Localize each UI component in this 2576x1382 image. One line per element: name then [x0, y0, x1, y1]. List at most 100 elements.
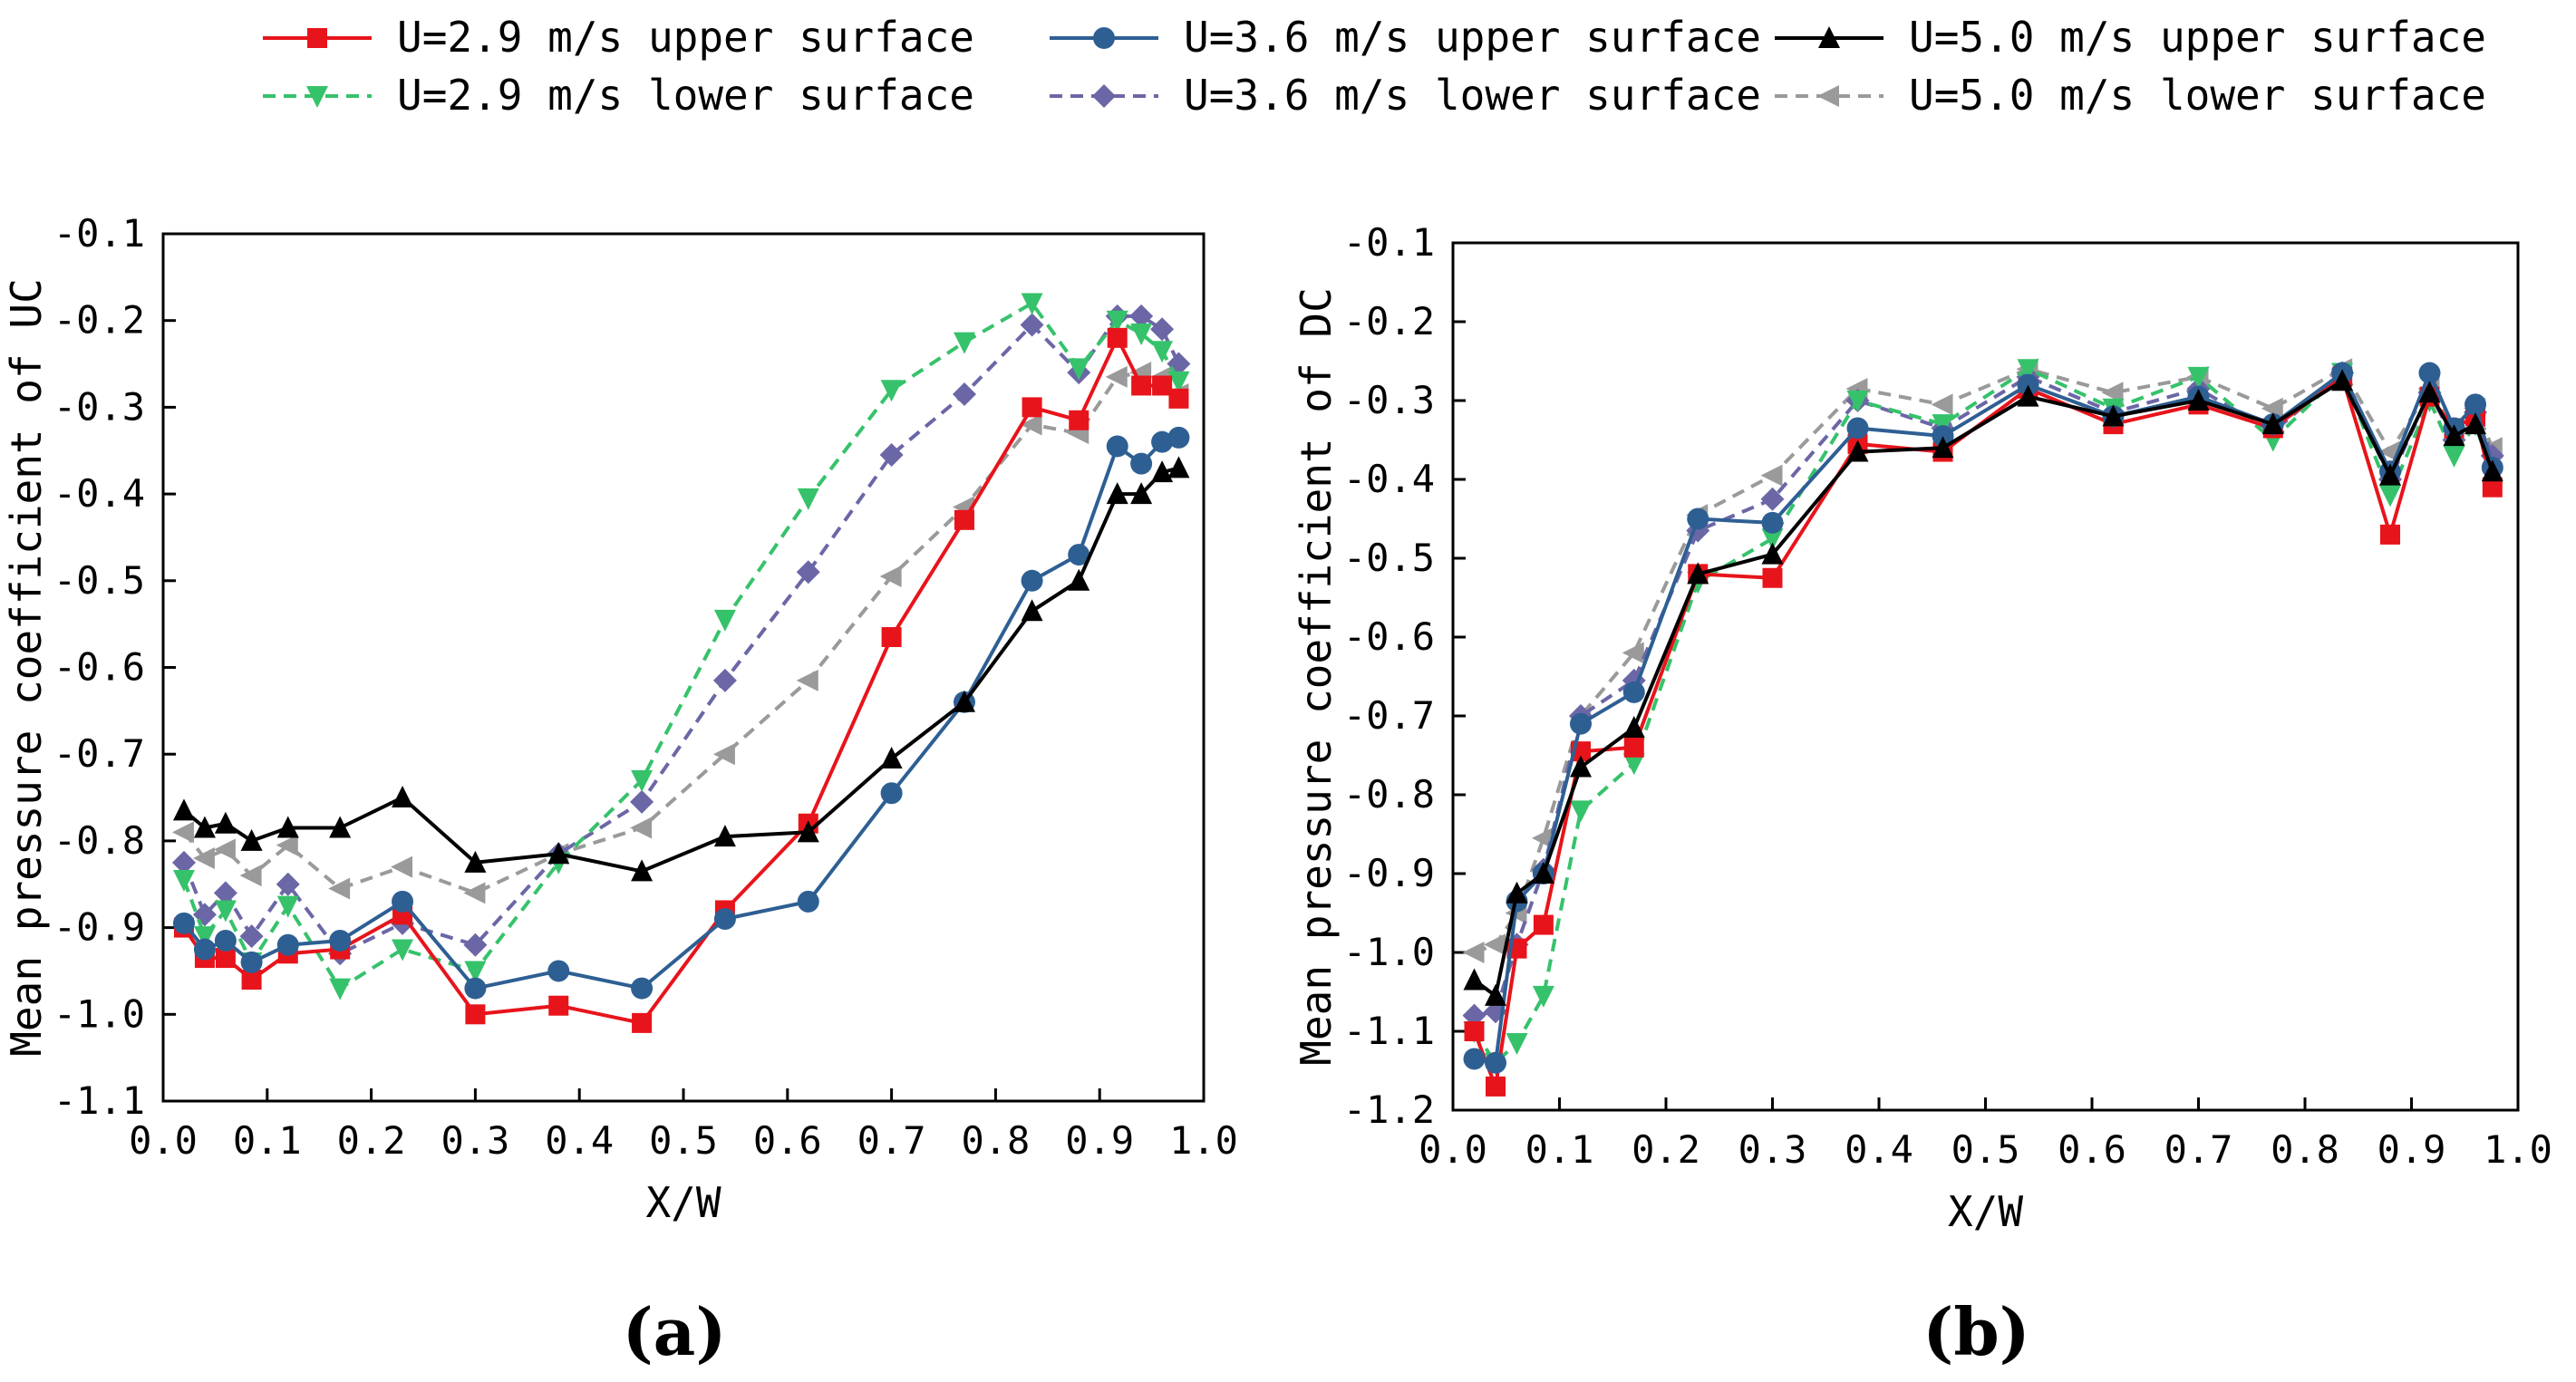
data-point	[1846, 440, 1869, 462]
data-point	[213, 838, 236, 861]
data-point	[630, 789, 654, 814]
data-point	[713, 609, 736, 632]
series	[1462, 358, 2503, 963]
data-point	[392, 890, 414, 913]
y-tick-label: -0.7	[1343, 693, 1435, 738]
data-point	[1762, 567, 1783, 588]
series-line	[1473, 379, 2494, 998]
data-point	[464, 850, 487, 873]
legend-marker	[1092, 84, 1116, 108]
y-tick-label: -1.1	[1343, 1009, 1435, 1053]
y-tick-label: -0.5	[53, 558, 145, 603]
x-tick-label: 0.0	[129, 1118, 198, 1163]
data-point	[713, 825, 736, 847]
data-point	[329, 929, 352, 952]
data-point	[213, 881, 237, 905]
x-tick-label: 0.3	[1738, 1127, 1807, 1172]
data-point	[1622, 642, 1644, 664]
y-tick-label: -0.8	[53, 818, 145, 863]
x-tick-label: 0.6	[2058, 1127, 2126, 1172]
data-point	[879, 565, 902, 588]
x-tick-label: 1.0	[1169, 1118, 1238, 1163]
data-point	[2017, 384, 2039, 407]
data-point	[1570, 755, 1592, 778]
data-point	[2261, 412, 2284, 435]
series	[173, 327, 1189, 1033]
data-point	[1106, 482, 1128, 505]
legend-label: U=5.0 m/s lower surface	[1909, 71, 2486, 120]
legend-marker	[307, 28, 327, 48]
y-tick-label: -0.3	[53, 384, 145, 429]
data-point	[1150, 317, 1175, 342]
legend-item: U=3.6 m/s upper surface	[1050, 13, 1761, 62]
data-point	[1105, 365, 1128, 388]
data-point	[2379, 485, 2401, 507]
data-point	[2380, 524, 2400, 545]
series	[171, 362, 1189, 904]
panel-label: (b)	[1922, 1293, 2029, 1370]
data-point	[1068, 568, 1090, 591]
data-point	[276, 895, 299, 918]
data-point	[2017, 373, 2039, 396]
data-point	[1151, 341, 1174, 363]
data-point	[1687, 562, 1709, 585]
data-point	[954, 509, 974, 530]
chart-panel-b: 0.0 0.1 0.2 0.3 0.4 0.5 0.6 0.7 0.8 0.9 1.0 -0.1 -0.…	[1292, 220, 2552, 1370]
x-tick-label: 0.9	[2377, 1127, 2446, 1172]
x-tick-label: 0.6	[753, 1118, 822, 1163]
data-point	[879, 443, 904, 468]
y-tick-label: -1.2	[1343, 1087, 1435, 1132]
x-tick-label: 0.1	[1525, 1127, 1594, 1172]
series	[172, 426, 1190, 1000]
y-tick-label: -0.6	[1343, 614, 1435, 659]
legend-label: U=2.9 m/s upper surface	[397, 13, 974, 62]
data-point	[193, 926, 216, 949]
data-point	[953, 690, 975, 712]
data-point	[464, 977, 487, 1000]
data-point	[1761, 511, 1784, 534]
data-point	[548, 995, 569, 1016]
data-point	[1532, 985, 1554, 1008]
data-point	[880, 782, 903, 805]
x-axis-label: X/W	[645, 1178, 721, 1227]
data-point	[239, 865, 262, 887]
y-tick-label: -0.2	[1343, 299, 1435, 343]
legend-marker	[1818, 26, 1840, 48]
data-point	[2418, 381, 2441, 403]
series	[1463, 369, 2503, 1006]
legend-item: U=3.6 m/s lower surface	[1050, 71, 1761, 120]
data-point	[329, 816, 352, 838]
x-tick-label: 0.8	[2271, 1127, 2339, 1172]
data-point	[1069, 410, 1089, 430]
plot-frame	[161, 232, 1206, 1103]
data-point	[1533, 914, 1554, 935]
data-point	[1068, 358, 1090, 381]
data-point	[1622, 681, 1645, 703]
series-line	[182, 466, 1179, 874]
x-tick-label: 0.2	[1632, 1127, 1700, 1172]
legend-item: U=5.0 m/s lower surface	[1775, 71, 2486, 120]
data-point	[214, 900, 237, 923]
data-point	[1167, 371, 1190, 393]
x-tick-label: 0.0	[1419, 1127, 1487, 1172]
data-point	[880, 746, 903, 768]
data-point	[239, 924, 264, 949]
data-point	[1068, 544, 1090, 566]
y-tick-label: -0.5	[1343, 536, 1435, 580]
data-point	[2481, 459, 2503, 482]
x-tick-label: 0.5	[1951, 1127, 2020, 1172]
legend-marker	[306, 86, 328, 108]
y-tick-label: -1.0	[53, 991, 145, 1036]
data-point	[2465, 393, 2486, 416]
data-point	[796, 560, 820, 585]
data-point	[1846, 417, 1869, 440]
y-axis-label: Mean pressure coefficient of UC	[2, 278, 51, 1057]
data-point	[547, 842, 570, 865]
data-point	[1463, 1048, 1486, 1070]
data-point	[276, 933, 299, 956]
data-point	[881, 627, 902, 648]
data-point	[463, 933, 488, 957]
data-point	[2443, 445, 2465, 468]
y-axis-label: Mean pressure coefficient of DC	[1292, 287, 1341, 1066]
